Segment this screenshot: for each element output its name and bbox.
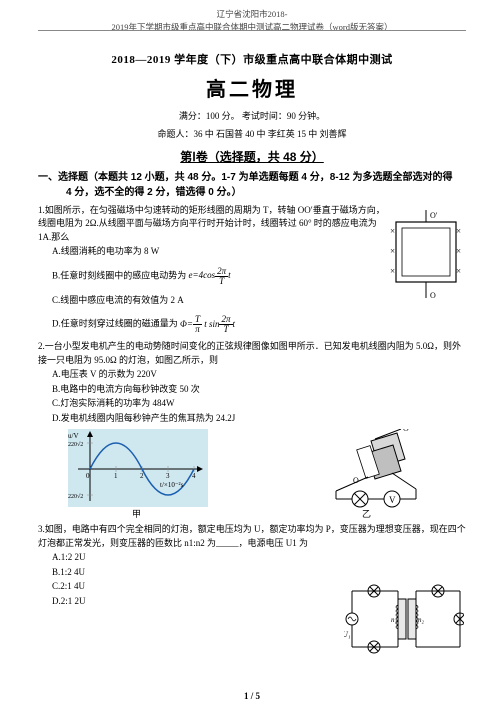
svg-text:0: 0 [86,472,90,480]
svg-text:U₁: U₁ [344,630,351,639]
q3-stem: 3.如图，电路中有四个完全相同的灯泡，额定电压均为 U，额定功率均为 P，变压器… [38,523,466,550]
question-2: 2.一台小型发电机产生的电动势随时间变化的正弦规律图像如图甲所示．已知发电机线圈… [38,340,466,425]
page: 辽宁省沈阳市2018- 2019年下学期市级重点高中联合体期中测试高二物理试卷（… [0,0,504,713]
svg-text:220√2: 220√2 [68,441,83,448]
q3-B: B.1:2 4U [52,566,466,580]
svg-text:1: 1 [114,472,118,480]
instructions-line1: 一、选择题（本题共 12 小题，共 48 分。1-7 为单选题每题 4 分，8-… [38,170,466,185]
svg-text:V: V [389,495,396,505]
figure-generator: O′ O V 乙 [296,429,436,519]
q3-C: C.2:1 4U [52,580,466,594]
svg-text:4: 4 [192,472,196,480]
question-1: 1.如图所示，在匀强磁场中匀速转动的矩形线圈的周期为 T，转轴 OO′垂直于磁场… [38,204,466,335]
svg-text:t/×10⁻²s: t/×10⁻²s [160,481,184,489]
top-rule [38,30,466,31]
q1-A: A.线圈消耗的电功率为 8 W [52,245,466,259]
q2-figures-row: u/V 220√2 -220√2 0 1 2 3 4 t/×10⁻²s 甲 [38,429,466,521]
q3-stem-text: 3.如图，电路中有四个完全相同的灯泡，额定电压均为 U，额定功率均为 P，变压器… [38,524,466,548]
q1-stem: 1.如图所示，在匀强磁场中匀速转动的矩形线圈的周期为 T，转轴 OO′垂直于磁场… [38,204,466,245]
page-footer: 1 / 5 [0,690,504,704]
section-title: 第Ⅰ卷（选择题，共 48 分） [38,148,466,166]
meta-line1: 满分：100 分。 考试时间：90 分钟。 [38,110,466,124]
figure-sine: u/V 220√2 -220√2 0 1 2 3 4 t/×10⁻²s 甲 [68,429,208,519]
svg-text:3: 3 [166,472,170,480]
svg-text:2: 2 [140,472,144,480]
q1-B: B.任意时刻线圈中的感应电动势为 e=4cos2πTt [52,267,466,286]
q2-B: B.电路中的电流方向每秒钟改变 50 次 [52,383,466,397]
svg-text:甲: 甲 [132,509,141,519]
question-3: 3.如图，电路中有四个完全相同的灯泡，额定电压均为 U，额定功率均为 P，变压器… [38,523,466,608]
header-line2: 2019年下学期市级重点高中联合体期中测试高二物理试卷（word版无答案） [0,21,504,34]
svg-text:u/V: u/V [68,432,79,440]
exam-title: 2018—2019 学年度（下）市级重点高中联合体期中测试 [38,52,466,69]
meta-line2: 命题人：36 中 石国普 40 中 李红英 15 中 刘善辉 [38,128,466,142]
q2-stem: 2.一台小型发电机产生的电动势随时间变化的正弦规律图像如图甲所示．已知发电机线圈… [38,340,466,367]
subject-title: 高二物理 [38,75,466,105]
q1-D: D.任意时刻穿过线圈的磁通量为 Φ=Tπ t sin2πTt [52,315,466,334]
q3-D: D.2:1 2U [52,595,466,609]
q1-B-text: B.任意时刻线圈中的感应电动势为 [52,270,189,280]
q3-A: A.1:2 2U [52,551,466,565]
svg-text:n₂: n₂ [418,616,425,624]
svg-text:-220√2: -220√2 [68,493,83,500]
svg-text:乙: 乙 [362,509,371,519]
instructions-line2: 4 分，选不全的得 2 分，错选得 0 分。） [66,185,466,200]
q2-A: A.电压表 V 的示数为 220V [52,368,466,382]
q1-D-text: D.任意时刻穿过线圈的磁通量为 [52,319,180,329]
q2-D: D.发电机线圈内阻每秒钟产生的焦耳热为 24.2J [52,412,466,426]
svg-text:O′: O′ [403,429,411,433]
q1-D-formula: Φ=Tπ t sin2πTt [180,319,235,329]
q1-C: C.线圈中感应电流的有效值为 2 A [52,294,466,308]
header-line1: 辽宁省沈阳市2018- [0,8,504,21]
svg-text:n₁: n₁ [391,616,397,624]
q2-C: C.灯泡实际消耗的功率为 484W [52,397,466,411]
q1-B-formula: e=4cos2πTt [189,270,231,280]
